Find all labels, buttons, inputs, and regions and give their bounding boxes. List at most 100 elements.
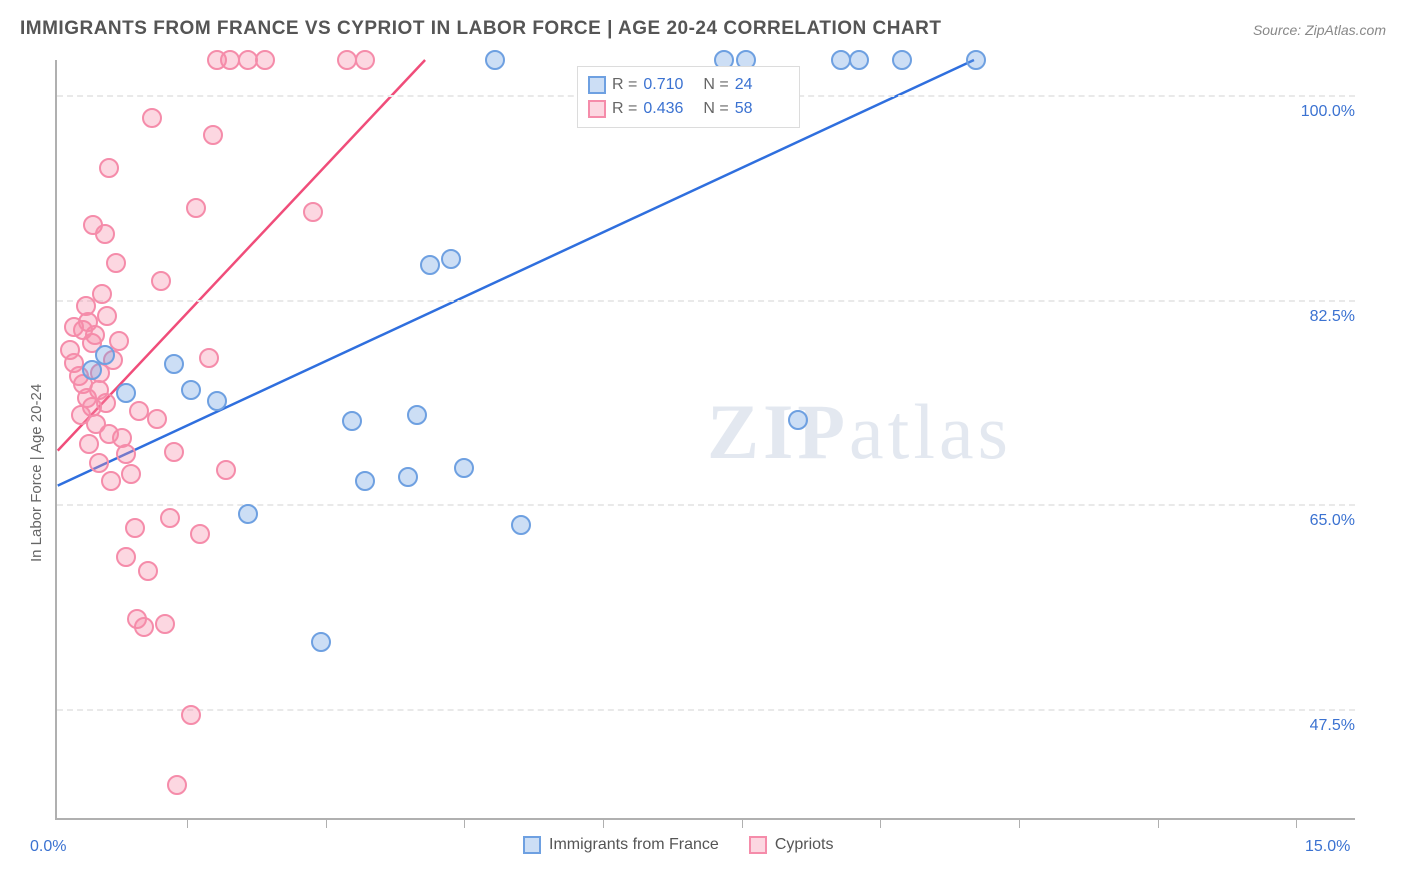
- stats-legend-row-france: R = 0.710 N = 24: [588, 73, 789, 97]
- data-point-cypriots: [167, 775, 187, 795]
- y-tick-label: 100.0%: [1295, 103, 1355, 121]
- x-tick: [1019, 818, 1020, 828]
- stats-legend-row-cypriots: R = 0.436 N = 58: [588, 97, 789, 121]
- data-point-cypriots: [255, 50, 275, 70]
- series-legend: Immigrants from France Cypriots: [523, 836, 834, 854]
- data-point-france: [892, 50, 912, 70]
- data-point-cypriots: [138, 561, 158, 581]
- label-N: N =: [703, 73, 728, 97]
- data-point-france: [420, 255, 440, 275]
- data-point-france: [788, 410, 808, 430]
- value-N-france: 24: [735, 73, 789, 97]
- data-point-cypriots: [125, 518, 145, 538]
- x-tick: [603, 818, 604, 828]
- data-point-cypriots: [116, 547, 136, 567]
- data-point-cypriots: [116, 444, 136, 464]
- data-point-france: [511, 515, 531, 535]
- data-point-france: [454, 458, 474, 478]
- data-point-france: [116, 383, 136, 403]
- swatch-cypriots: [749, 836, 767, 854]
- plot-area: ZIPatlas R = 0.710 N = 24 R = 0.436 N = …: [55, 60, 1355, 820]
- y-tick-label: 47.5%: [1295, 717, 1355, 735]
- data-point-cypriots: [83, 215, 103, 235]
- y-tick-label: 82.5%: [1295, 308, 1355, 326]
- data-point-cypriots: [186, 198, 206, 218]
- data-point-france: [238, 504, 258, 524]
- data-point-france: [398, 467, 418, 487]
- data-point-cypriots: [99, 158, 119, 178]
- data-point-cypriots: [97, 306, 117, 326]
- data-point-france: [966, 50, 986, 70]
- data-point-cypriots: [64, 317, 84, 337]
- data-point-france: [311, 632, 331, 652]
- data-point-cypriots: [134, 617, 154, 637]
- x-tick: [187, 818, 188, 828]
- value-R-cypriots: 0.436: [643, 97, 697, 121]
- data-point-cypriots: [203, 125, 223, 145]
- trend-lines-layer: [57, 60, 1355, 818]
- data-point-cypriots: [106, 253, 126, 273]
- label-R: R =: [612, 97, 637, 121]
- data-point-cypriots: [147, 409, 167, 429]
- y-tick-label: 65.0%: [1295, 512, 1355, 530]
- y-axis-title: In Labor Force | Age 20-24: [28, 383, 45, 561]
- x-tick: [880, 818, 881, 828]
- data-point-cypriots: [71, 405, 91, 425]
- data-point-france: [485, 50, 505, 70]
- legend-label-france: Immigrants from France: [549, 836, 719, 854]
- data-point-france: [407, 405, 427, 425]
- data-point-cypriots: [303, 202, 323, 222]
- data-point-cypriots: [160, 508, 180, 528]
- x-tick: [464, 818, 465, 828]
- data-point-cypriots: [142, 108, 162, 128]
- trend-line: [58, 60, 974, 486]
- x-tick: [1296, 818, 1297, 828]
- value-N-cypriots: 58: [735, 97, 789, 121]
- data-point-france: [441, 249, 461, 269]
- swatch-cypriots: [588, 100, 606, 118]
- data-point-cypriots: [151, 271, 171, 291]
- stats-legend-box: R = 0.710 N = 24 R = 0.436 N = 58: [577, 66, 800, 128]
- data-point-cypriots: [85, 325, 105, 345]
- legend-item-cypriots: Cypriots: [749, 836, 834, 854]
- x-tick: [742, 818, 743, 828]
- data-point-cypriots: [129, 401, 149, 421]
- swatch-france: [523, 836, 541, 854]
- legend-label-cypriots: Cypriots: [775, 836, 834, 854]
- data-point-cypriots: [190, 524, 210, 544]
- data-point-france: [207, 391, 227, 411]
- data-point-france: [342, 411, 362, 431]
- data-point-cypriots: [121, 464, 141, 484]
- data-point-cypriots: [199, 348, 219, 368]
- data-point-cypriots: [99, 424, 119, 444]
- x-tick: [1158, 818, 1159, 828]
- data-point-france: [164, 354, 184, 374]
- data-point-cypriots: [355, 50, 375, 70]
- gridline: [57, 300, 1355, 302]
- x-axis-max-label: 15.0%: [1305, 838, 1350, 856]
- data-point-cypriots: [92, 284, 112, 304]
- data-point-cypriots: [181, 705, 201, 725]
- legend-item-france: Immigrants from France: [523, 836, 719, 854]
- data-point-france: [849, 50, 869, 70]
- data-point-cypriots: [96, 393, 116, 413]
- data-point-france: [355, 471, 375, 491]
- x-axis-min-label: 0.0%: [30, 838, 66, 856]
- label-R: R =: [612, 73, 637, 97]
- label-N: N =: [703, 97, 728, 121]
- data-point-cypriots: [77, 388, 97, 408]
- data-point-cypriots: [101, 471, 121, 491]
- chart-title: IMMIGRANTS FROM FRANCE VS CYPRIOT IN LAB…: [20, 18, 942, 40]
- data-point-france: [181, 380, 201, 400]
- data-point-france: [82, 360, 102, 380]
- data-point-cypriots: [79, 434, 99, 454]
- data-point-cypriots: [216, 460, 236, 480]
- data-point-cypriots: [164, 442, 184, 462]
- data-point-cypriots: [89, 453, 109, 473]
- value-R-france: 0.710: [643, 73, 697, 97]
- data-point-cypriots: [155, 614, 175, 634]
- gridline: [57, 709, 1355, 711]
- x-tick: [326, 818, 327, 828]
- swatch-france: [588, 76, 606, 94]
- source-attribution: Source: ZipAtlas.com: [1253, 22, 1386, 38]
